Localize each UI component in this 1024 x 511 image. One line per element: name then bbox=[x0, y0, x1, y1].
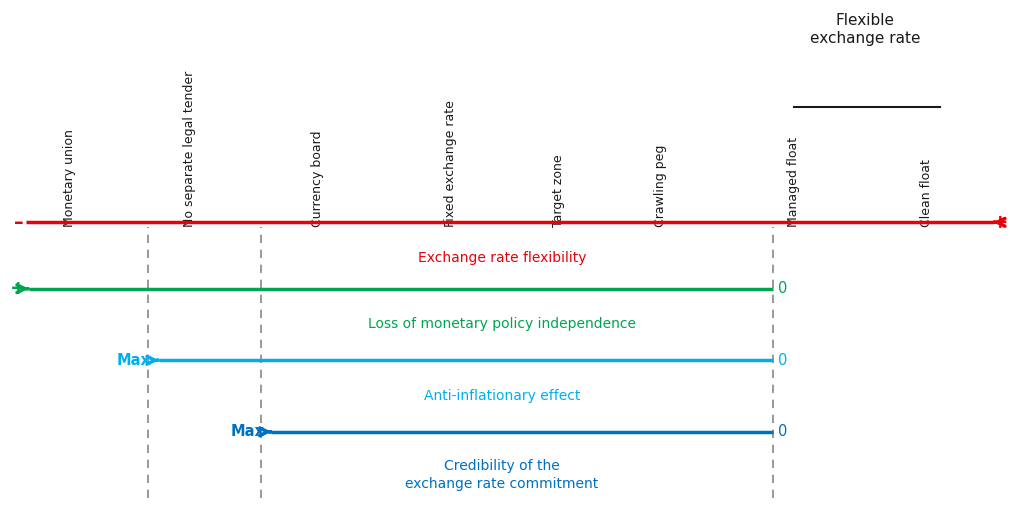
Text: Flexible
exchange rate: Flexible exchange rate bbox=[810, 13, 921, 47]
Text: Currency board: Currency board bbox=[311, 131, 324, 227]
Text: 0: 0 bbox=[778, 281, 787, 296]
Text: Max: Max bbox=[230, 424, 264, 439]
Text: +: + bbox=[992, 213, 1009, 232]
Text: No separate legal tender: No separate legal tender bbox=[183, 71, 196, 227]
Text: Target zone: Target zone bbox=[552, 155, 564, 227]
Text: Fixed exchange rate: Fixed exchange rate bbox=[444, 101, 457, 227]
Text: 0: 0 bbox=[778, 353, 787, 368]
Text: Managed float: Managed float bbox=[787, 137, 800, 227]
Text: Loss of monetary policy independence: Loss of monetary policy independence bbox=[368, 317, 636, 332]
Text: Monetary union: Monetary union bbox=[63, 129, 76, 227]
Text: –: – bbox=[13, 213, 24, 232]
Text: Crawling peg: Crawling peg bbox=[654, 145, 667, 227]
Text: Exchange rate flexibility: Exchange rate flexibility bbox=[418, 251, 586, 265]
Text: +: + bbox=[10, 279, 27, 298]
Text: Anti-inflationary effect: Anti-inflationary effect bbox=[424, 389, 580, 403]
Text: Credibility of the
exchange rate commitment: Credibility of the exchange rate commitm… bbox=[406, 459, 598, 492]
Text: 0: 0 bbox=[778, 424, 787, 439]
Text: Clean float: Clean float bbox=[921, 159, 933, 227]
Text: Max: Max bbox=[117, 353, 151, 368]
